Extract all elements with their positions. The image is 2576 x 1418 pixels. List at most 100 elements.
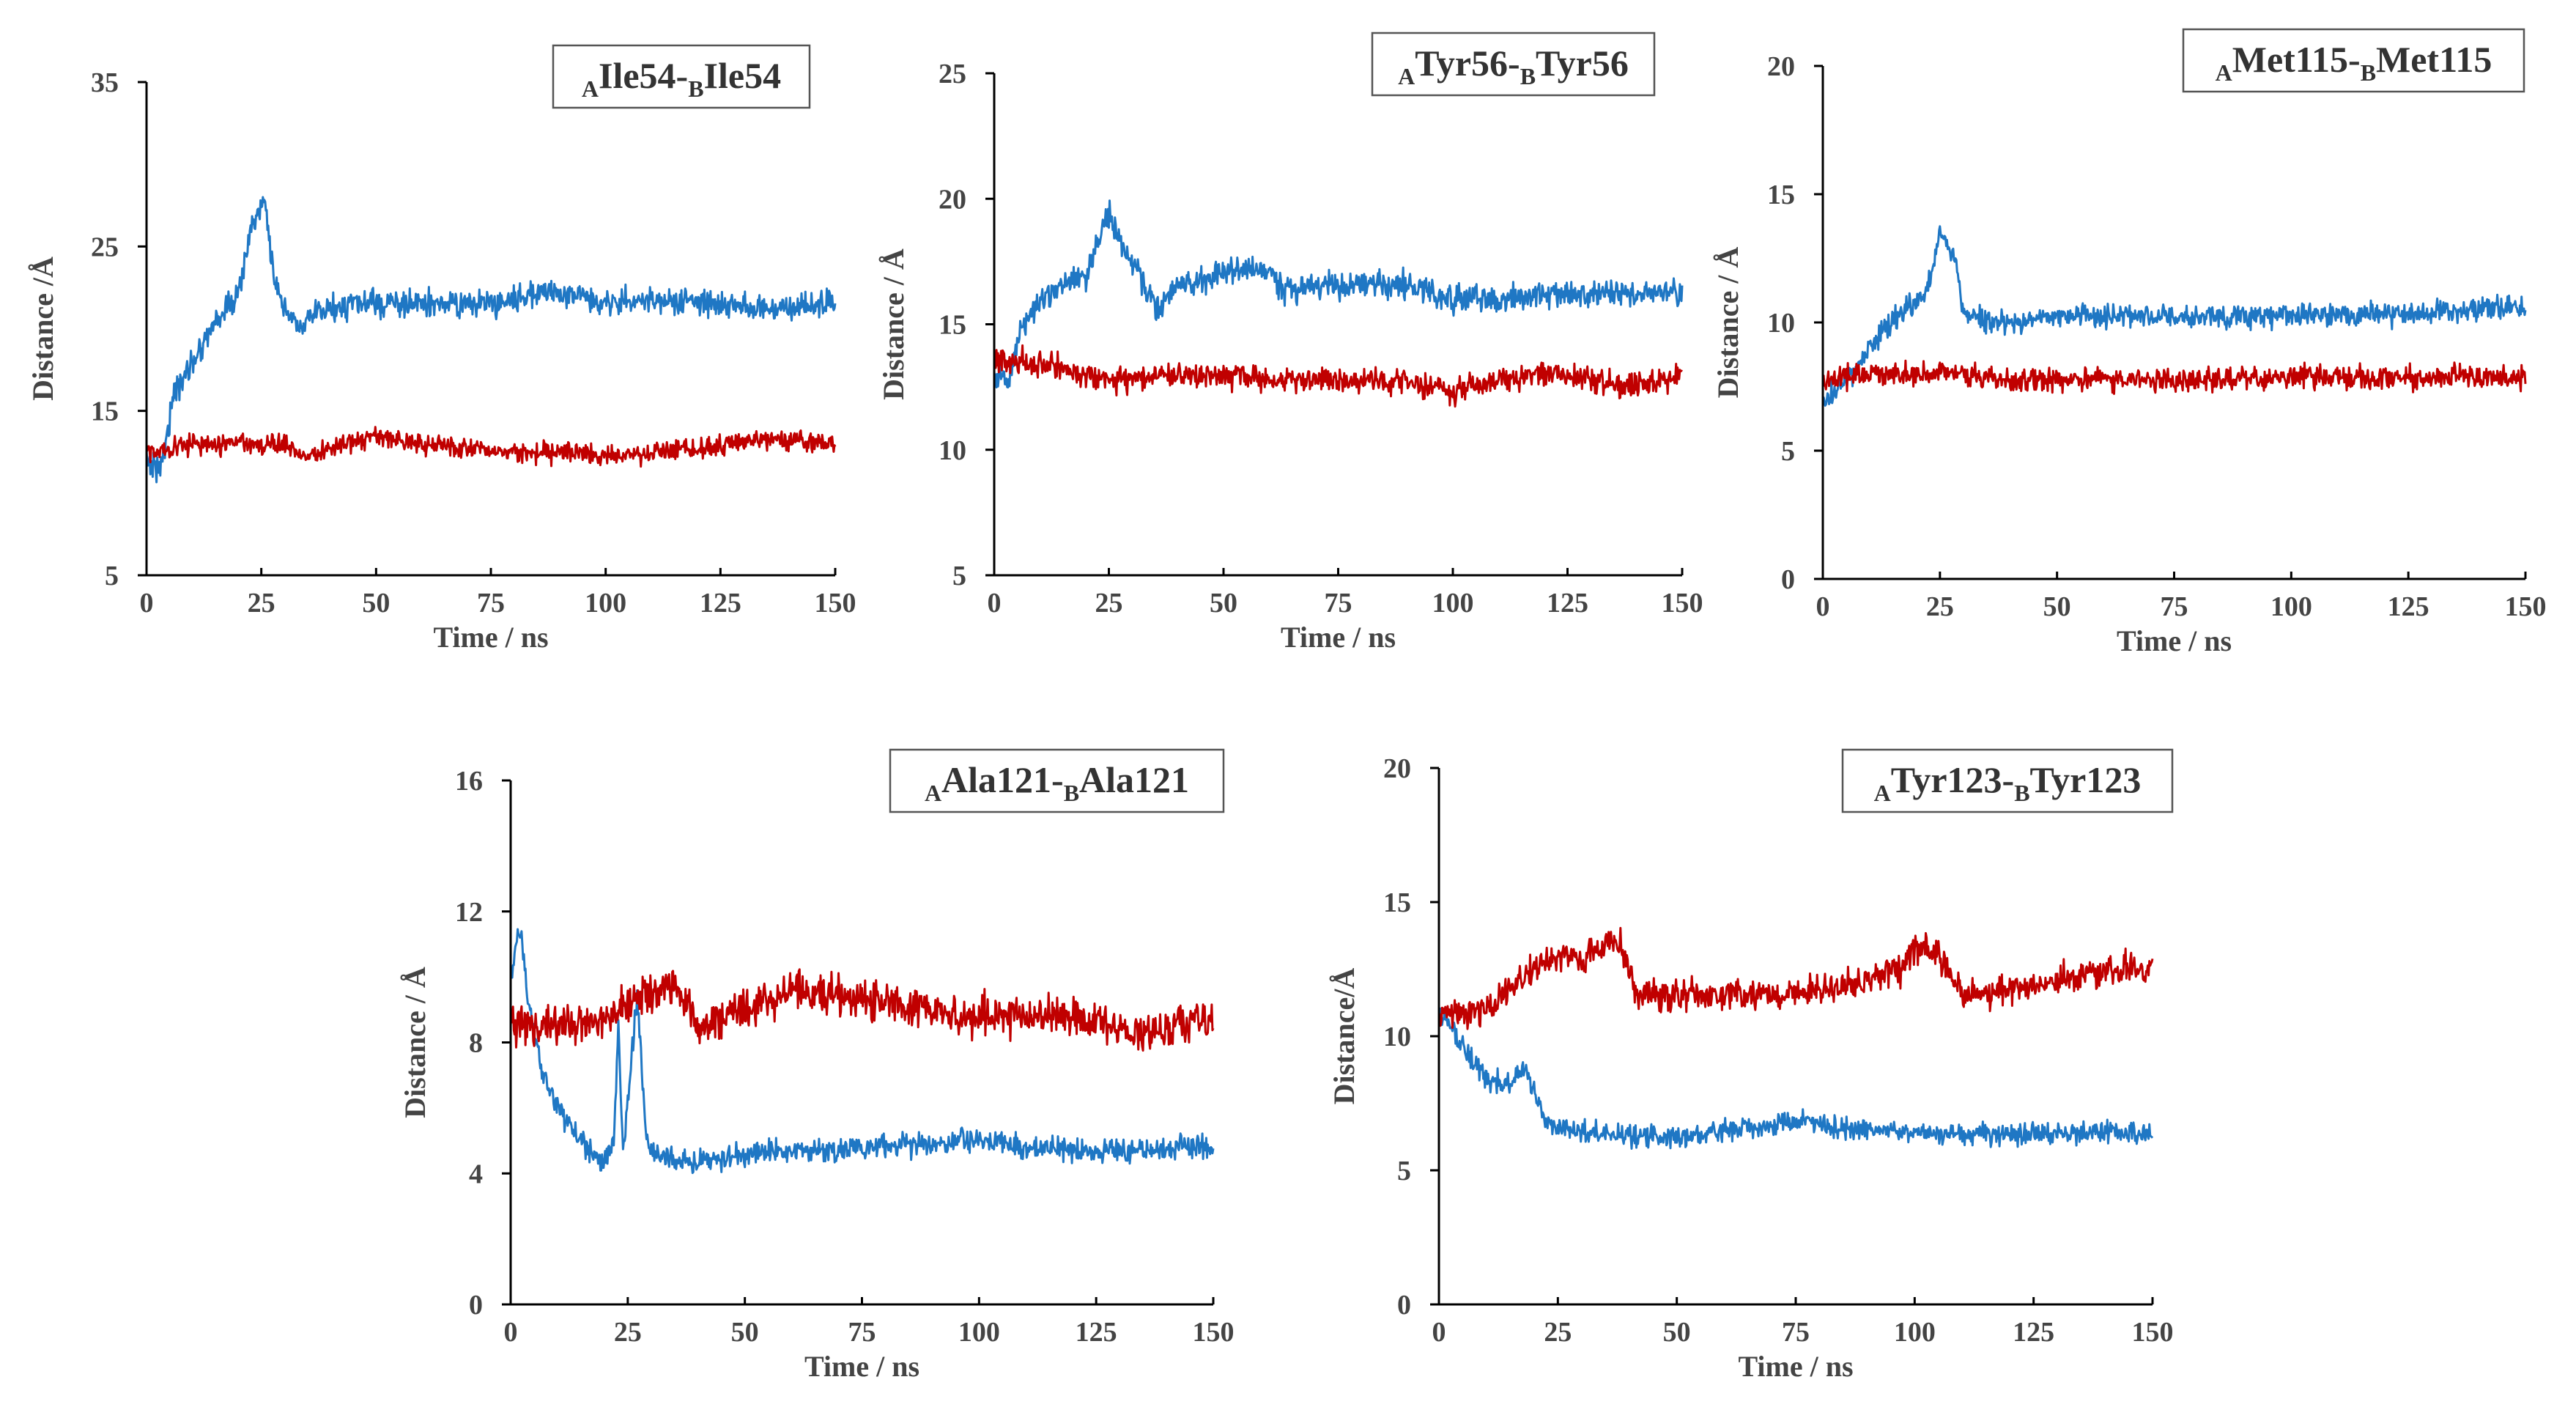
series-line-red <box>1437 926 2154 1030</box>
x-tick-label: 125 <box>2013 1317 2054 1348</box>
x-tick-label: 100 <box>958 1317 1000 1348</box>
chart-title-box <box>552 44 811 109</box>
x-tick-label: 25 <box>614 1317 642 1348</box>
chart-panel-4: 0 25 50 75 100 125 150 0 4 8 12 16 Time / ns Distance… <box>399 748 1235 1383</box>
y-tick-label: 5 <box>952 561 966 591</box>
x-axis-title: Time / ns <box>2117 624 2232 657</box>
chain-subscript: A <box>2216 59 2232 86</box>
chart-title: AAla121-BAla121 <box>925 759 1189 806</box>
x-tick-label: 50 <box>362 588 390 618</box>
y-tick-label: 15 <box>939 310 966 341</box>
series-line-red <box>146 426 837 468</box>
chart-title: ATyr56-BTyr56 <box>1398 43 1629 89</box>
y-axis-title: Distance /Å <box>26 256 59 401</box>
chain-subscript: B <box>1064 780 1079 806</box>
chain-subscript: A <box>582 75 599 102</box>
x-tick-label: 100 <box>1894 1317 1936 1348</box>
x-tick-label: 75 <box>848 1317 876 1348</box>
y-tick-label: 5 <box>105 561 119 591</box>
y-tick-label: 15 <box>1383 887 1411 918</box>
x-tick-label: 75 <box>477 588 505 618</box>
residue-label: Tyr56- <box>1415 43 1520 84</box>
x-tick-label: 0 <box>140 588 154 618</box>
y-axis-title: Distance / Å <box>1711 247 1744 399</box>
residue-label: Met115 <box>2376 39 2492 80</box>
y-tick-label: 20 <box>939 184 966 215</box>
x-tick-label: 25 <box>1544 1317 1572 1348</box>
x-axis-title: Time / ns <box>804 1350 919 1383</box>
x-tick-label: 100 <box>1432 588 1474 618</box>
chart-panel-3: 0 25 50 75 100 125 150 0 5 10 15 20 Time / ns Distanc… <box>1711 28 2547 657</box>
y-axis-title: Distance / Å <box>399 967 432 1118</box>
y-tick-label: 25 <box>939 59 966 89</box>
x-tick-label: 75 <box>1782 1317 1810 1348</box>
y-tick-label: 10 <box>1383 1022 1411 1052</box>
series-line-blue <box>509 928 1215 1175</box>
series-line-red <box>1821 359 2527 395</box>
chart-panel-2: 0 25 50 75 100 125 150 5 10 15 20 25 Time / ns Distan… <box>877 32 1703 654</box>
series-line-blue <box>993 199 1684 389</box>
x-tick-label: 125 <box>1547 588 1588 618</box>
x-tick-label: 100 <box>2270 591 2312 622</box>
chain-subscript: A <box>1874 780 1891 806</box>
y-tick-label: 5 <box>1781 436 1795 467</box>
x-tick-label: 150 <box>1662 588 1703 618</box>
y-tick-label: 25 <box>91 232 119 262</box>
residue-label: Ala121- <box>941 759 1064 800</box>
chart-title-box <box>1841 748 2174 813</box>
chain-subscript: B <box>2014 780 2029 806</box>
chain-subscript: A <box>925 780 941 806</box>
x-tick-label: 125 <box>700 588 741 618</box>
x-tick-label: 0 <box>1432 1317 1446 1348</box>
chain-subscript: B <box>688 75 703 102</box>
chart-title: AMet115-BMet115 <box>2216 39 2492 86</box>
y-tick-label: 0 <box>1781 564 1795 595</box>
y-tick-label: 35 <box>91 67 119 98</box>
y-tick-label: 16 <box>455 766 483 797</box>
y-tick-label: 10 <box>1767 308 1795 339</box>
y-tick-label: 15 <box>1767 180 1795 210</box>
y-tick-label: 4 <box>469 1159 483 1189</box>
x-tick-label: 75 <box>2161 591 2188 622</box>
y-axis-title: Distance/Å <box>1328 968 1361 1105</box>
residue-label: Met115- <box>2232 39 2361 80</box>
y-tick-label: 20 <box>1383 753 1411 784</box>
x-tick-label: 75 <box>1325 588 1352 618</box>
x-tick-label: 125 <box>1076 1317 1117 1348</box>
y-axis-title: Distance / Å <box>877 248 910 400</box>
x-tick-label: 25 <box>1095 588 1123 618</box>
residue-label: Tyr56 <box>1536 43 1629 84</box>
chart-panel-1: 0 25 50 75 100 125 150 5 15 25 35 Time / ns Distance… <box>26 44 856 654</box>
y-tick-label: 20 <box>1767 51 1795 82</box>
chart-title-box <box>1371 32 1656 97</box>
x-tick-label: 150 <box>2132 1317 2174 1348</box>
x-tick-label: 25 <box>1926 591 1954 622</box>
x-tick-label: 25 <box>248 588 275 618</box>
chain-subscript: B <box>2361 59 2376 86</box>
y-tick-label: 8 <box>469 1028 483 1059</box>
x-tick-label: 50 <box>731 1317 759 1348</box>
residue-label: Tyr123- <box>1891 759 2014 800</box>
x-axis-title: Time / ns <box>1738 1350 1853 1383</box>
x-tick-label: 0 <box>1816 591 1830 622</box>
x-tick-label: 50 <box>1210 588 1237 618</box>
residue-label: Ile54 <box>704 55 782 96</box>
x-tick-label: 150 <box>2505 591 2547 622</box>
x-tick-label: 50 <box>2043 591 2071 622</box>
y-tick-label: 0 <box>469 1290 483 1321</box>
x-axis-title: Time / ns <box>433 621 548 654</box>
x-tick-label: 50 <box>1663 1317 1691 1348</box>
x-tick-label: 0 <box>504 1317 518 1348</box>
series-line-blue <box>145 196 837 484</box>
series-line-blue <box>1821 225 2527 407</box>
x-tick-label: 100 <box>585 588 626 618</box>
series-line-red <box>993 344 1684 408</box>
y-tick-label: 12 <box>455 897 483 928</box>
y-tick-label: 15 <box>91 396 119 427</box>
chain-subscript: A <box>1398 63 1415 89</box>
series-line-red <box>509 968 1215 1052</box>
x-tick-label: 125 <box>2388 591 2429 622</box>
chart-title-box <box>2182 28 2525 93</box>
x-tick-label: 150 <box>1193 1317 1235 1348</box>
